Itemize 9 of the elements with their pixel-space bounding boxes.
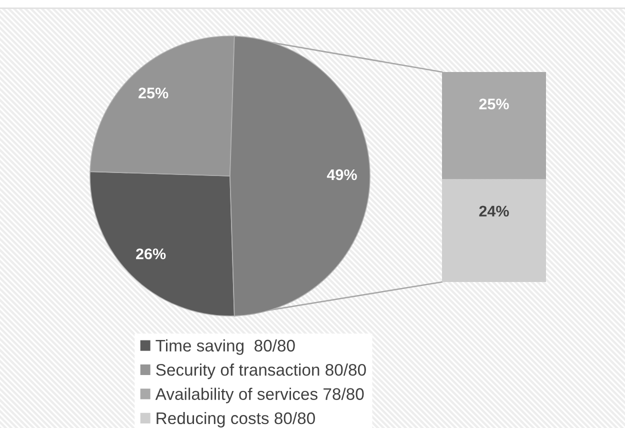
data-label: 49% [326, 169, 357, 180]
legend-label: Security of transaction 80/80 [156, 364, 366, 380]
legend-label: Reducing costs 80/80 [156, 412, 315, 428]
legend-label: Time saving 80/80 [156, 339, 295, 355]
data-label: 26% [136, 248, 166, 260]
data-label: 25% [138, 88, 168, 98]
data-label: 24% [479, 206, 509, 217]
data-label: 25% [479, 98, 509, 110]
legend-label: Availability of services 78/80 [155, 388, 364, 404]
